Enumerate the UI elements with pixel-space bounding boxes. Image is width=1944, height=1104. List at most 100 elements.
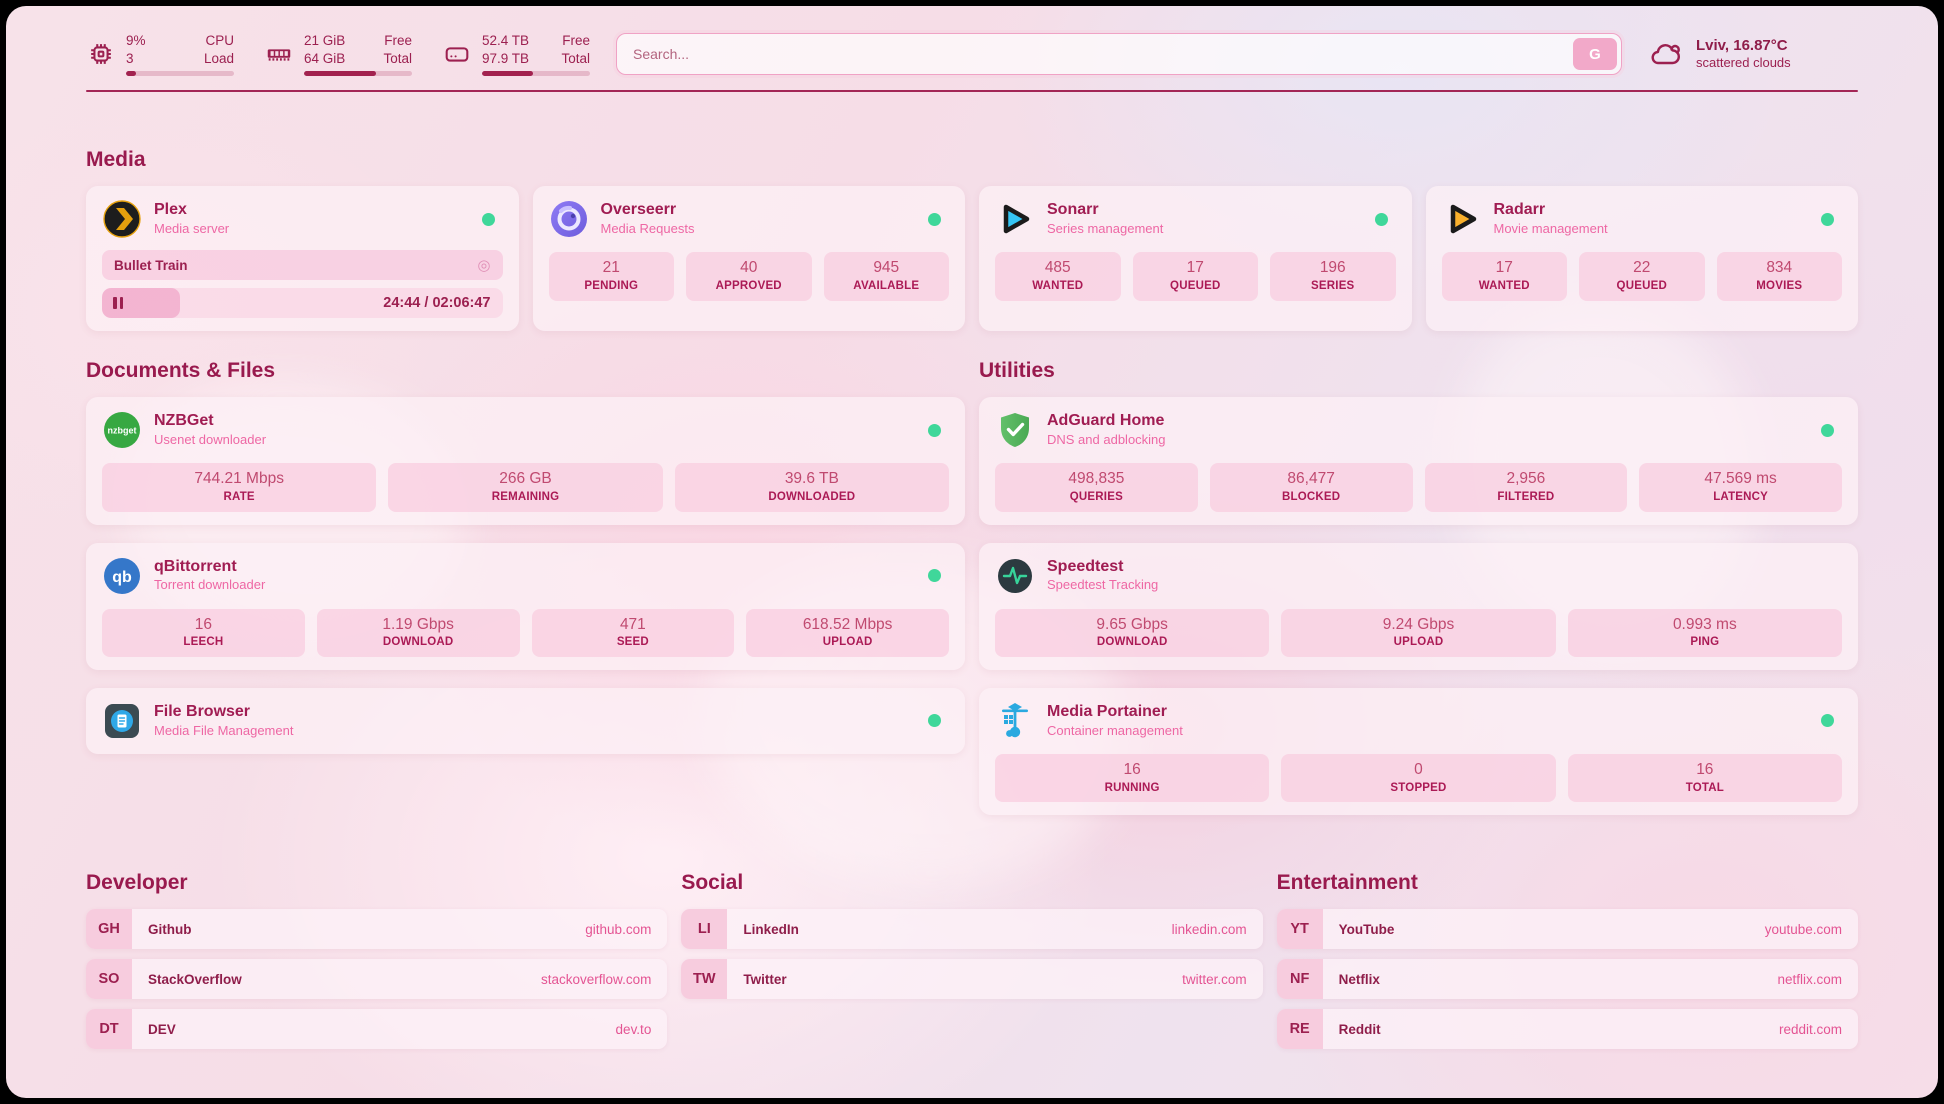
disk-icon [445, 47, 469, 62]
status-dot [928, 423, 941, 437]
documents-column: Documents & Files nzbget NZBGet Usenet d… [86, 359, 965, 815]
plex-card[interactable]: Plex Media server Bullet Train ◎ 24:44 /… [86, 186, 519, 332]
status-dot [1821, 212, 1834, 226]
link-stackoverflow[interactable]: SO StackOverflow stackoverflow.com [86, 959, 668, 1000]
nzbget-icon: nzbget [102, 410, 142, 450]
link-name: YouTube [1338, 921, 1395, 937]
link-name: StackOverflow [148, 971, 242, 987]
now-playing-title: Bullet Train [114, 257, 188, 273]
stat-box: 9.65 Gbps DOWNLOAD [995, 608, 1270, 657]
status-dot [1821, 714, 1834, 728]
stat-label: FILTERED [1497, 491, 1555, 504]
radarr-card[interactable]: Radarr Movie management 17 WANTED 22 QUE… [1425, 186, 1858, 332]
stat-box: 39.6 TB DOWNLOADED [674, 463, 949, 512]
portainer-card[interactable]: Media Portainer Container management 16 … [979, 687, 1858, 816]
stat-box: 22 QUEUED [1579, 252, 1705, 301]
link-youtube[interactable]: YT YouTube youtube.com [1276, 909, 1858, 950]
reddit-badge-icon: RE [1276, 1009, 1323, 1050]
app-title: Speedtest [1047, 557, 1124, 575]
link-name: Netflix [1338, 971, 1380, 987]
qbittorrent-card[interactable]: qb qBittorrent Torrent downloader 16 [86, 542, 965, 670]
header-divider [86, 90, 1858, 93]
stat-box: 485 WANTED [995, 252, 1121, 301]
section-title-social: Social [681, 871, 744, 895]
cpu-icon [91, 44, 111, 64]
stat-value: 196 [1319, 259, 1346, 277]
link-url: dev.to [615, 1021, 652, 1037]
app-title: Overseerr [600, 201, 677, 219]
ram-stat: 21 GiB 64 GiB Free Total [264, 32, 412, 77]
stat-box: 47.569 ms LATENCY [1639, 463, 1842, 512]
status-dot [928, 212, 941, 226]
stat-value: 1.19 Gbps [382, 615, 454, 633]
app-title: Plex [154, 201, 187, 219]
link-name: Twitter [743, 971, 787, 987]
app-title: File Browser [154, 703, 251, 721]
adguard-card[interactable]: AdGuard Home DNS and adblocking 498,835 … [979, 397, 1858, 525]
ram-free-value: 21 GiB [304, 33, 346, 48]
disk-free-label: Free [562, 33, 590, 48]
overseerr-card[interactable]: Overseerr Media Requests 21 PENDING 40 A… [532, 186, 965, 332]
link-github[interactable]: GH Github github.com [86, 909, 668, 950]
search-engine-button[interactable]: G [1573, 38, 1617, 71]
stat-label: QUERIES [1069, 491, 1123, 504]
link-url: linkedin.com [1171, 921, 1247, 937]
cpu-load-value: 3 [126, 50, 134, 66]
now-playing-row: Bullet Train ◎ [102, 250, 503, 281]
netflix-badge-icon: NF [1276, 959, 1323, 1000]
filebrowser-icon [102, 701, 142, 741]
svg-text:nzbget: nzbget [108, 426, 137, 436]
cpu-stat: 9% 3 CPU Load [86, 32, 234, 77]
stat-box: 1.19 Gbps DOWNLOAD [316, 608, 520, 657]
radarr-icon [1442, 199, 1482, 239]
speedtest-card[interactable]: Speedtest Speedtest Tracking 9.65 Gbps D… [979, 542, 1858, 670]
stackoverflow-badge-icon: SO [86, 959, 132, 1000]
stat-box: 16 TOTAL [1567, 753, 1842, 803]
section-title-utilities: Utilities [979, 359, 1055, 383]
pause-icon[interactable] [113, 297, 123, 310]
stat-label: BLOCKED [1281, 491, 1341, 504]
stat-label: REMAINING [491, 491, 560, 504]
stat-label: TOTAL [1685, 781, 1724, 794]
portainer-icon [995, 701, 1035, 741]
status-dot [481, 212, 495, 226]
stat-box: 266 GB REMAINING [388, 463, 663, 512]
filebrowser-card[interactable]: File Browser Media File Management [86, 687, 965, 754]
link-name: DEV [148, 1021, 176, 1037]
search-bar: G [616, 33, 1622, 76]
stat-value: 39.6 TB [784, 470, 839, 488]
app-subtitle: Usenet downloader [154, 432, 267, 448]
stat-value: 21 [602, 259, 620, 277]
app-title: Media Portainer [1047, 703, 1168, 721]
sonarr-icon [995, 199, 1035, 239]
link-dev[interactable]: DT DEV dev.to [86, 1009, 668, 1050]
sonarr-card[interactable]: Sonarr Series management 485 WANTED 17 Q… [979, 186, 1412, 332]
stat-label: QUEUED [1616, 280, 1667, 293]
link-twitter[interactable]: TW Twitter twitter.com [681, 959, 1263, 1000]
stat-box: 16 LEECH [102, 608, 305, 657]
app-title: Radarr [1493, 201, 1546, 219]
link-reddit[interactable]: RE Reddit reddit.com [1276, 1009, 1858, 1050]
link-url: github.com [585, 921, 652, 937]
link-linkedin[interactable]: LI LinkedIn linkedin.com [681, 909, 1263, 950]
stat-value: 86,477 [1287, 470, 1335, 488]
stat-box: 744.21 Mbps RATE [102, 463, 377, 512]
stat-value: 2,956 [1506, 470, 1546, 488]
speedtest-icon [995, 556, 1035, 596]
stat-value: 498,835 [1068, 470, 1125, 488]
search-input[interactable] [617, 34, 1621, 75]
disk-progress-bar [482, 71, 590, 77]
link-name: LinkedIn [743, 921, 799, 937]
stat-label: APPROVED [715, 280, 782, 293]
youtube-badge-icon: YT [1276, 909, 1323, 950]
cpu-progress-bar [126, 71, 234, 77]
nzbget-card[interactable]: nzbget NZBGet Usenet downloader 744.21 M… [86, 397, 965, 525]
stat-value: 17 [1495, 259, 1513, 277]
stat-value: 945 [873, 259, 900, 277]
stat-value: 17 [1186, 259, 1204, 277]
stat-label: AVAILABLE [853, 280, 920, 293]
stat-box: 834 MOVIES [1716, 252, 1842, 301]
link-netflix[interactable]: NF Netflix netflix.com [1276, 959, 1858, 1000]
stat-box: 17 QUEUED [1132, 252, 1258, 301]
app-title: NZBGet [154, 412, 214, 430]
